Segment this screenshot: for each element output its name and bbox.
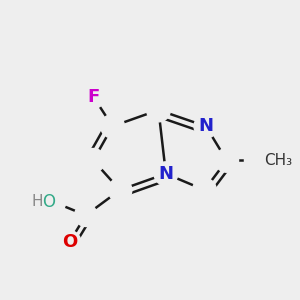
Text: N: N [198,117,213,135]
Circle shape [147,98,170,122]
Circle shape [75,204,97,226]
Circle shape [81,85,105,109]
Circle shape [194,114,218,138]
Circle shape [154,162,178,186]
Circle shape [41,189,66,214]
Circle shape [108,178,132,202]
Text: O: O [62,233,77,251]
Text: CH₃: CH₃ [264,153,292,168]
Circle shape [58,231,81,253]
Circle shape [244,142,280,178]
Circle shape [193,178,216,202]
Circle shape [101,114,124,138]
Text: O: O [42,193,55,211]
Text: H: H [31,194,43,209]
Text: F: F [87,88,99,106]
Circle shape [81,148,105,172]
Circle shape [215,148,238,172]
Text: N: N [158,165,173,183]
